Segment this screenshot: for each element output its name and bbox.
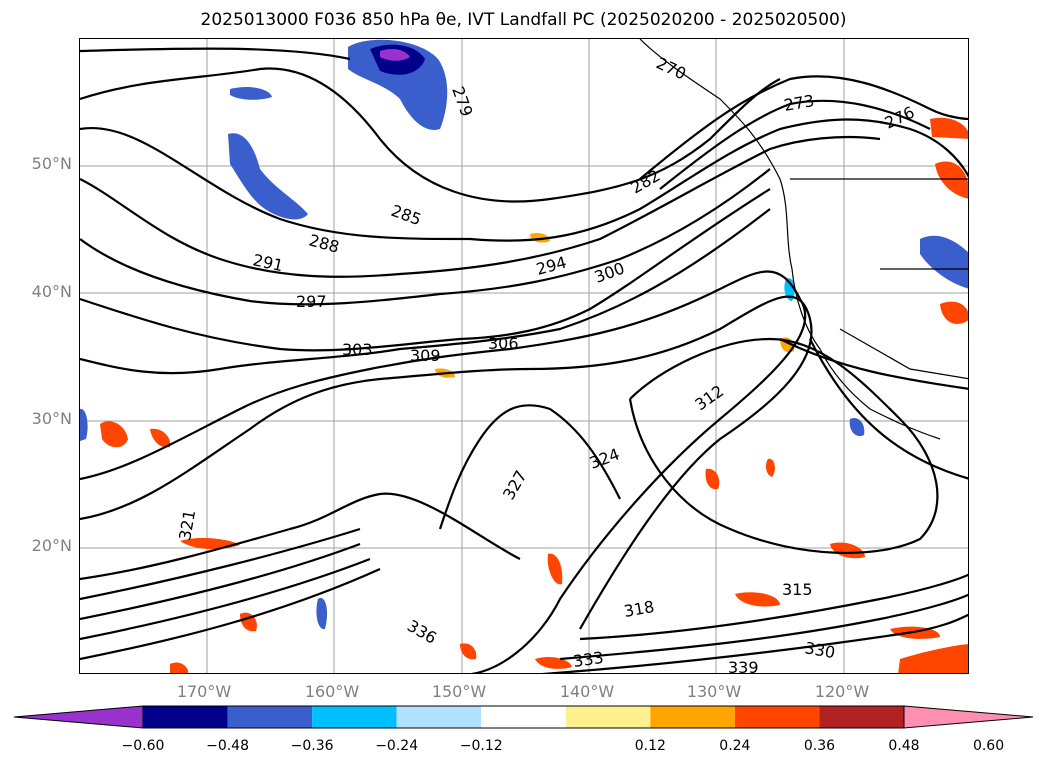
contour-label: 276 bbox=[882, 102, 918, 132]
colorbar-extend-min bbox=[13, 705, 144, 729]
gridlines bbox=[80, 39, 968, 673]
colorbar bbox=[13, 705, 1034, 729]
contour-label: 330 bbox=[803, 638, 836, 662]
lat-label-20n: 20°N bbox=[31, 536, 72, 555]
lat-label-50n: 50°N bbox=[31, 154, 72, 173]
colorbar-segment bbox=[481, 706, 566, 728]
negative-shading bbox=[80, 39, 968, 630]
colorbar-segment bbox=[312, 706, 397, 728]
colorbar-tick-label: −0.12 bbox=[459, 738, 503, 754]
colorbar-tick-label: −0.60 bbox=[121, 738, 165, 754]
contour-label: 339 bbox=[728, 658, 759, 674]
contour-label: 303 bbox=[342, 340, 373, 359]
contour-label: 297 bbox=[296, 292, 327, 311]
lat-label-30n: 30°N bbox=[31, 409, 72, 428]
colorbar-segment bbox=[143, 706, 228, 728]
colorbar-tick-label: 0.60 bbox=[972, 738, 1005, 754]
colorbar-tick-label: 0.48 bbox=[888, 738, 920, 754]
colorbar-segment bbox=[565, 706, 651, 728]
lon-label-160w: 160°W bbox=[304, 682, 360, 701]
colorbar-tick-label: −0.48 bbox=[206, 738, 249, 754]
contour-label: 333 bbox=[572, 648, 605, 671]
contour-label: 288 bbox=[307, 231, 341, 257]
contour-label: 291 bbox=[251, 250, 285, 275]
colorbar-outline bbox=[142, 705, 905, 729]
lat-label-40n: 40°N bbox=[31, 282, 72, 301]
contour-label: 300 bbox=[592, 258, 627, 286]
colorbar-tick-label: 0.12 bbox=[634, 738, 666, 754]
colorbar-segment bbox=[227, 706, 313, 728]
contour-label: 321 bbox=[175, 508, 199, 541]
contour-label: 315 bbox=[782, 580, 813, 599]
contour-label: 282 bbox=[628, 166, 664, 198]
contour-label: 273 bbox=[782, 91, 815, 115]
lon-label-120w: 120°W bbox=[814, 682, 870, 701]
contour-label: 318 bbox=[622, 597, 655, 621]
contour-label: 309 bbox=[410, 346, 441, 365]
contour-label: 324 bbox=[587, 444, 622, 472]
colorbar-extend-max bbox=[903, 705, 1034, 729]
colorbar-tick-label: −0.24 bbox=[375, 738, 419, 754]
contour-label: 285 bbox=[389, 201, 424, 229]
colorbar-tick-label: 0.24 bbox=[719, 738, 751, 754]
colorbar-segment bbox=[650, 706, 735, 728]
contour-label: 336 bbox=[404, 616, 440, 648]
contour-label: 279 bbox=[448, 84, 476, 119]
map-panel: 279 270 273 276 282 285 288 291 294 297 … bbox=[79, 38, 969, 674]
contour-label: 270 bbox=[653, 53, 689, 83]
contour-label: 312 bbox=[691, 381, 727, 414]
lon-label-150w: 150°W bbox=[431, 682, 487, 701]
contour-label-group: 279 270 273 276 282 285 288 291 294 297 … bbox=[175, 53, 918, 674]
coastlines bbox=[639, 39, 968, 440]
contour-label: 306 bbox=[488, 334, 519, 353]
map-canvas: 279 270 273 276 282 285 288 291 294 297 … bbox=[80, 39, 968, 674]
positive-shading bbox=[100, 117, 968, 673]
lon-label-170w: 170°W bbox=[176, 682, 232, 701]
colorbar-segment bbox=[396, 706, 482, 728]
colorbar-tick-label: −0.36 bbox=[290, 738, 334, 754]
lon-label-130w: 130°W bbox=[686, 682, 742, 701]
colorbar-tick-label: 0.36 bbox=[803, 738, 836, 754]
colorbar-segment bbox=[734, 706, 820, 728]
contour-label: 327 bbox=[499, 467, 531, 503]
map-title: 2025013000 F036 850 hPa θe, IVT Landfall… bbox=[200, 10, 847, 30]
lon-label-140w: 140°W bbox=[559, 682, 615, 701]
colorbar-segment bbox=[819, 706, 904, 728]
theta-e-contours bbox=[80, 47, 968, 673]
